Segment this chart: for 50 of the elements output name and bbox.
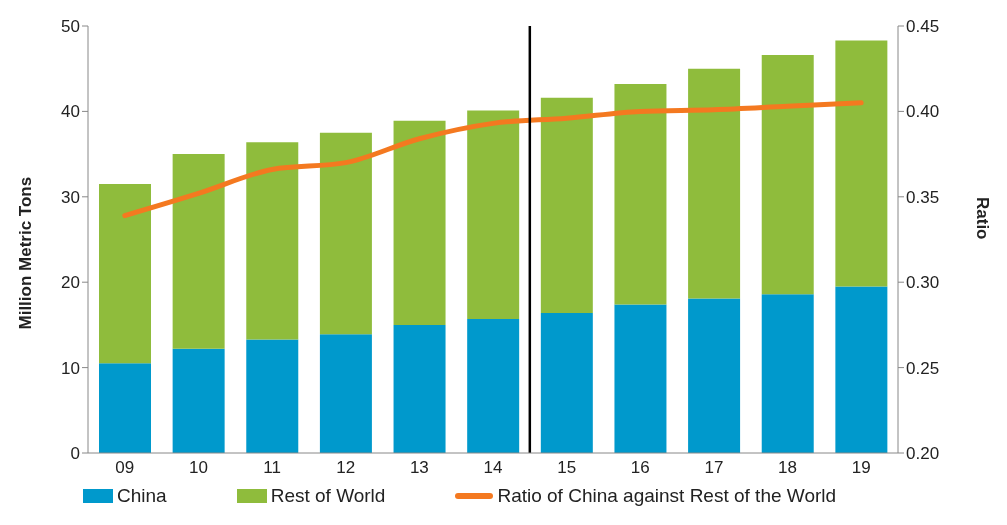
- bar: [246, 142, 299, 340]
- legend-label: China: [117, 485, 167, 507]
- bar: [614, 304, 667, 453]
- x-tick-label: 10: [188, 458, 208, 478]
- x-tick-label: 13: [409, 458, 429, 478]
- y2-tick-label: 0.25: [906, 358, 940, 378]
- bar: [393, 324, 446, 453]
- bar: [99, 363, 151, 453]
- x-tick-label: 09: [115, 458, 135, 478]
- bar: [614, 84, 667, 305]
- y2-tick-label: 0.30: [906, 273, 940, 293]
- y-tick-label: 20: [61, 273, 80, 293]
- bar: [99, 183, 151, 364]
- bar: [688, 298, 741, 453]
- y2-tick-label: 0.40: [906, 102, 940, 122]
- bar: [540, 312, 593, 453]
- x-tick-label: 16: [630, 458, 650, 478]
- bar: [761, 55, 814, 295]
- x-tick-label: 14: [483, 458, 503, 478]
- legend-label: Rest of World: [270, 485, 386, 507]
- bar: [540, 97, 593, 313]
- bar: [172, 348, 225, 453]
- bar: [393, 120, 446, 325]
- x-tick-label: 15: [557, 458, 577, 478]
- bar: [319, 334, 372, 453]
- y2-axis-title: Ratio: [972, 197, 992, 240]
- bar: [246, 339, 299, 453]
- y-tick-label: 30: [61, 187, 80, 207]
- legend-label: Ratio of China against Rest of the World: [497, 485, 837, 507]
- bar: [761, 294, 814, 453]
- bar: [688, 68, 741, 299]
- y-axis-title: Million Metric Tons: [16, 176, 36, 330]
- x-tick-label: 19: [851, 458, 871, 478]
- x-tick-label: 17: [704, 458, 724, 478]
- y2-tick-label: 0.20: [906, 444, 940, 464]
- x-tick-label: 11: [263, 458, 281, 478]
- bar: [467, 318, 520, 453]
- bar: [835, 40, 888, 287]
- y-tick-label: 0: [70, 444, 80, 464]
- y-tick-label: 10: [61, 358, 80, 378]
- y2-tick-label: 0.45: [906, 17, 940, 37]
- y-tick-label: 50: [61, 17, 80, 37]
- bar: [319, 132, 372, 335]
- y-tick-label: 40: [61, 102, 80, 122]
- y2-tick-label: 0.35: [906, 187, 940, 207]
- x-tick-label: 12: [336, 458, 356, 478]
- bar: [172, 154, 225, 349]
- bar: [835, 286, 888, 453]
- x-tick-label: 18: [778, 458, 798, 478]
- bar: [467, 110, 520, 319]
